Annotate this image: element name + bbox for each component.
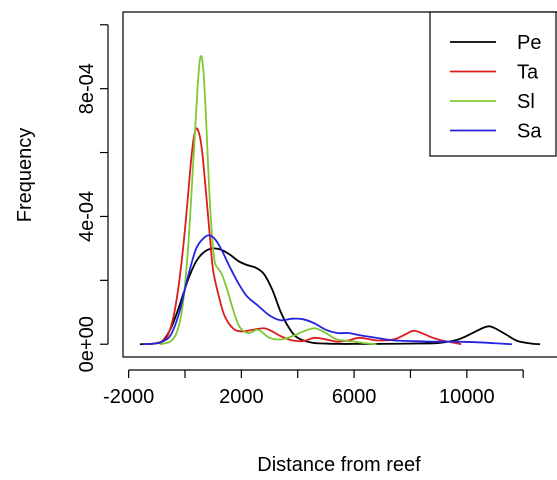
y-tick-label: 8e-04	[76, 63, 98, 114]
series-line-ta	[142, 127, 462, 346]
legend-label: Pe	[517, 32, 541, 54]
plot-frame	[122, 11, 557, 358]
y-axis-label: Frequency	[14, 128, 36, 223]
legend-label: Sl	[517, 91, 535, 113]
legend: Pe Ta Sl Sa	[429, 11, 557, 157]
x-tick-label: 10000	[439, 386, 495, 408]
series-line-sl	[159, 55, 377, 346]
x-axis-label: Distance from reef	[257, 454, 421, 476]
legend-label: Sa	[517, 121, 542, 143]
y-tick-label: 4e-04	[76, 191, 98, 242]
x-tick-label: 2000	[219, 386, 264, 408]
y-axis: 0e+00 4e-04 8e-04	[76, 24, 109, 372]
legend-label: Ta	[517, 62, 539, 84]
x-tick-label: -2000	[103, 386, 154, 408]
x-axis: -2000 2000 6000 10000	[103, 369, 524, 408]
series-line-sa	[142, 234, 512, 346]
legend-box	[429, 11, 557, 157]
plot-area	[122, 11, 557, 358]
x-tick-label: 6000	[332, 386, 377, 408]
series-line-pe	[139, 247, 541, 346]
y-tick-label: 0e+00	[76, 316, 98, 372]
